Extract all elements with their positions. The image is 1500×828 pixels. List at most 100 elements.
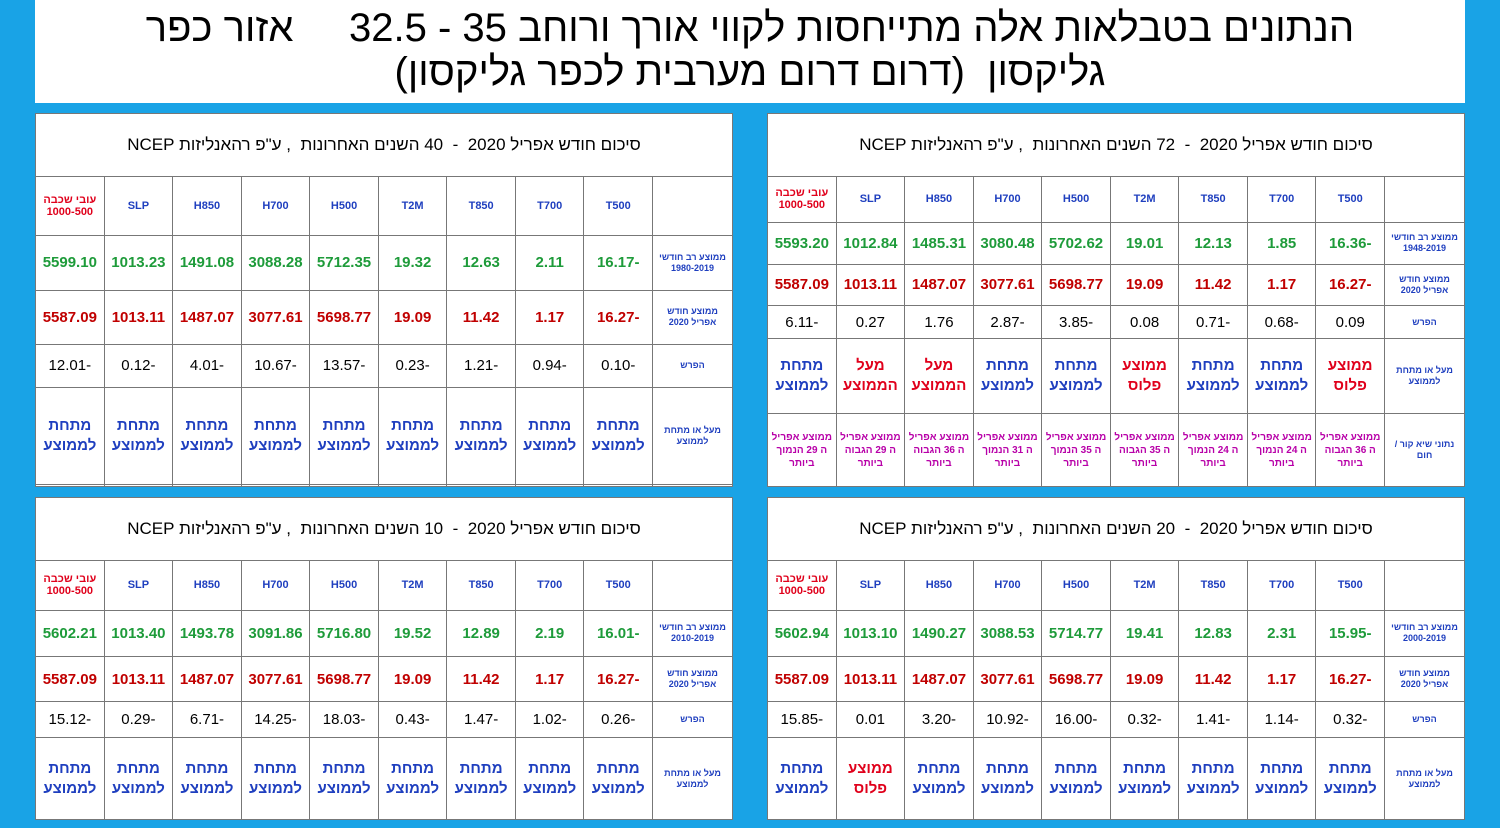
cell: 2.19 — [514, 609, 585, 657]
cell: 0.27 — [835, 305, 906, 340]
column-header: T2M — [1109, 560, 1180, 611]
cell: מתחת לממוצע — [904, 737, 974, 820]
row-label: מעל או מתחת לממוצע — [652, 386, 733, 485]
cell: מתחת לממוצע — [972, 338, 1043, 415]
cell: מתחת לממוצע — [1315, 737, 1385, 820]
row-label: מעל או מתחת לממוצע — [652, 737, 733, 820]
data-row: הפרש -0.26 -1.02 -1.47 -0.43 -18.03 -14.25 -6.7… — [35, 701, 733, 739]
cell: 3088.28 — [240, 235, 311, 291]
cell: -15.85 — [767, 701, 837, 739]
column-header: H850 — [904, 560, 974, 611]
cell: 1013.11 — [103, 289, 174, 346]
cell: מתחת לממוצע — [583, 386, 653, 485]
table-panel: סיכום חודש אפריל 2020 - 10 השנים האחרונו… — [35, 497, 733, 820]
cell: מתחת לממוצע — [972, 737, 1043, 820]
title-row: סיכום חודש אפריל 2020 - 20 השנים האחרונו… — [767, 497, 1465, 561]
cell: מתחת לממוצע — [309, 386, 379, 485]
data-row: מעל או מתחת לממוצע מתחת לממוצע מתחת לממוצע… — [35, 386, 733, 485]
cell: -16.27 — [583, 289, 653, 346]
cell: 1493.78 — [172, 609, 242, 657]
data-row: ממוצע רב חודשי 2010-2019 -16.01 2.19 12.89 1… — [35, 609, 733, 657]
cell: -15.95 — [1315, 609, 1385, 657]
cell: -0.32 — [1315, 701, 1385, 739]
cell: מתחת לממוצע — [172, 737, 242, 820]
column-header: SLP — [835, 176, 906, 223]
cell: 19.09 — [377, 655, 448, 703]
row-label: ממוצע רב חודשי 1980-2019 — [652, 235, 733, 291]
cell: ממוצע פלוס — [1315, 338, 1385, 415]
cell: 19.41 — [1109, 609, 1180, 657]
header-row: T500 T700 T850 T2M H500 H700 H850 SLP עובי שכבה … — [767, 560, 1465, 611]
cell: 12.63 — [446, 235, 516, 291]
cell: ממוצע אפריל ה 31 הנמוך ביותר — [972, 413, 1043, 487]
cell: -0.94 — [514, 344, 585, 388]
table-body: סיכום חודש אפריל 2020 - 10 השנים האחרונו… — [35, 497, 733, 820]
cell: מתחת לממוצע — [446, 737, 516, 820]
column-header: T500 — [583, 175, 653, 237]
cell: -0.68 — [1246, 305, 1317, 340]
table-title: סיכום חודש אפריל 2020 - 40 השנים האחרונו… — [35, 113, 733, 177]
cell: מעל הממוצע — [835, 338, 906, 415]
table-panel: סיכום חודש אפריל 2020 - 72 השנים האחרונו… — [767, 113, 1465, 487]
cell: 1490.27 — [904, 609, 974, 657]
cell: 0.01 — [835, 701, 906, 739]
column-header: H500 — [309, 175, 379, 237]
cell: -6.11 — [767, 305, 837, 340]
cell: מתחת לממוצע — [1246, 338, 1317, 415]
cell: 1.85 — [1246, 221, 1317, 265]
empty-cell — [377, 483, 448, 488]
table-panel: סיכום חודש אפריל 2020 - 40 השנים האחרונו… — [35, 113, 733, 488]
cell: מתחת לממוצע — [583, 737, 653, 820]
cell: 5702.62 — [1041, 221, 1111, 265]
cell: ממוצע אפריל ה 35 הנמוך ביותר — [1041, 413, 1111, 487]
corner-cell — [1384, 176, 1465, 223]
cell: 1013.11 — [835, 263, 906, 307]
cell: 1.76 — [904, 305, 974, 340]
column-header: SLP — [103, 560, 174, 611]
data-table: סיכום חודש אפריל 2020 - 10 השנים האחרונו… — [35, 497, 733, 820]
cell: -16.27 — [583, 655, 653, 703]
column-header: H700 — [240, 560, 311, 611]
empty-cell — [103, 483, 174, 488]
cell: מתחת לממוצע — [240, 737, 311, 820]
cell: 1012.84 — [835, 221, 906, 265]
cell: -0.32 — [1109, 701, 1180, 739]
row-label: ממוצע רב חודשי 1948-2019 — [1384, 221, 1465, 265]
cell: 2.11 — [514, 235, 585, 291]
table-body: סיכום חודש אפריל 2020 - 72 השנים האחרונו… — [767, 113, 1465, 487]
cell: 1.17 — [514, 289, 585, 346]
cell: 1487.07 — [172, 289, 242, 346]
column-header: H500 — [309, 560, 379, 611]
column-header: SLP — [103, 175, 174, 237]
corner-cell — [652, 560, 733, 611]
data-table: סיכום חודש אפריל 2020 - 40 השנים האחרונו… — [35, 113, 733, 488]
cell: 3088.53 — [972, 609, 1043, 657]
column-header: H850 — [904, 176, 974, 223]
title-row: סיכום חודש אפריל 2020 - 40 השנים האחרונו… — [35, 113, 733, 177]
empty-cell — [309, 483, 379, 488]
cell: 5602.94 — [767, 609, 837, 657]
header-title-line: הנתונים בטבלאות אלה מתייחסות לקווי אורך … — [145, 6, 1355, 50]
cell: 1.17 — [1246, 655, 1317, 703]
cell: 2.31 — [1246, 609, 1317, 657]
cell: 19.32 — [377, 235, 448, 291]
cell: 1487.07 — [904, 655, 974, 703]
column-header: T700 — [1246, 176, 1317, 223]
cell: 11.42 — [446, 289, 516, 346]
column-header: עובי שכבה 1000-500 — [767, 176, 837, 223]
cell: מתחת לממוצע — [377, 737, 448, 820]
cell: -0.71 — [1178, 305, 1248, 340]
cell: ממוצע אפריל ה 24 הנמוך ביותר — [1178, 413, 1248, 487]
cell: -1.41 — [1178, 701, 1248, 739]
cell: 5698.77 — [1041, 263, 1111, 307]
cell: 1013.11 — [835, 655, 906, 703]
cell: -10.67 — [240, 344, 311, 388]
cell: 1013.40 — [103, 609, 174, 657]
column-header: H700 — [972, 560, 1043, 611]
data-row: מעל או מתחת לממוצע מתחת לממוצע מתחת לממוצע… — [35, 737, 733, 820]
cell: מעל הממוצע — [904, 338, 974, 415]
column-header: T500 — [1315, 176, 1385, 223]
cell: -10.92 — [972, 701, 1043, 739]
row-label: ממוצע חודש אפריל 2020 — [652, 289, 733, 346]
cell: 19.09 — [1109, 655, 1180, 703]
